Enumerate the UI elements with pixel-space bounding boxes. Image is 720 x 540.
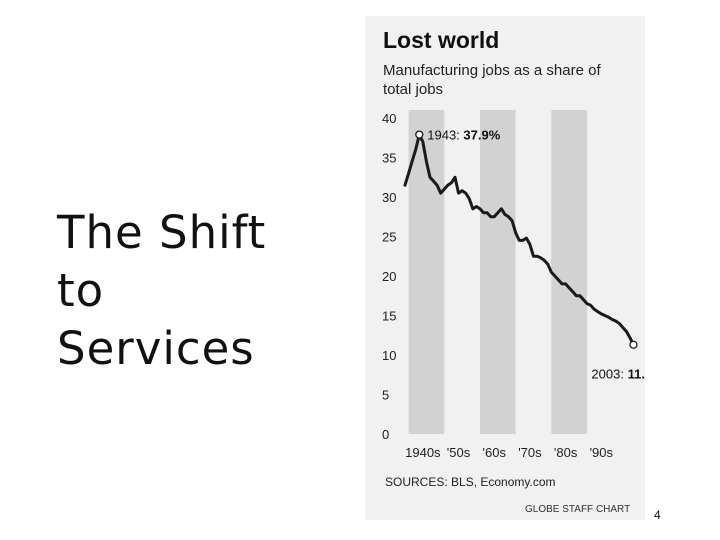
y-tick-label: 15 xyxy=(382,309,396,324)
chart-title: Lost world xyxy=(383,27,499,53)
y-tick-label: 25 xyxy=(382,230,396,245)
y-tick-label: 10 xyxy=(382,348,396,363)
decade-shading xyxy=(408,110,588,434)
chart-subtitle-line-2: total jobs xyxy=(383,81,443,98)
slide-title: The Shift to Services xyxy=(57,204,347,378)
series-line-1 xyxy=(403,133,635,347)
y-tick-label: 20 xyxy=(382,269,396,284)
annotation-label-1: 1943: 37.9% xyxy=(427,128,500,143)
slide-title-line-3: Services xyxy=(57,322,255,375)
x-tick-label: '80s xyxy=(554,445,578,460)
x-tick-label: '50s xyxy=(447,445,471,460)
chart-credit: GLOBE STAFF CHART xyxy=(525,504,630,515)
x-tick-label: '60s xyxy=(483,445,507,460)
decade-shade-3 xyxy=(551,110,588,434)
chart-subtitle-line-1: Manufacturing jobs as a share of xyxy=(383,62,601,79)
y-tick-label: 30 xyxy=(382,190,396,205)
annotation-marker-1 xyxy=(415,130,424,139)
chart-panel: Lost world Manufacturing jobs as a share… xyxy=(365,16,645,520)
decade-shade-2 xyxy=(479,110,516,434)
annotation-marker-2 xyxy=(629,340,638,349)
x-tick-label: '70s xyxy=(518,445,542,460)
x-tick-label: 1940s xyxy=(405,445,441,460)
chart-source: SOURCES: BLS, Economy.com xyxy=(385,475,556,489)
x-axis-ticks: 1940s '50s '60s '70s '80s '90s xyxy=(405,445,613,460)
y-axis-ticks: 0 5 10 15 20 25 30 35 40 xyxy=(382,111,396,442)
y-tick-label: 5 xyxy=(382,388,389,403)
y-tick-label: 40 xyxy=(382,111,396,126)
x-tick-label: '90s xyxy=(590,445,614,460)
chart-svg: Lost world Manufacturing jobs as a share… xyxy=(382,27,645,515)
page-number: 4 xyxy=(654,508,661,522)
series-layer xyxy=(403,133,635,347)
slide-title-line-2: to xyxy=(57,264,105,317)
y-tick-label: 35 xyxy=(382,151,396,166)
annotations-layer: 1943: 37.9% 2003: 11.3% xyxy=(415,128,645,382)
y-tick-label: 0 xyxy=(382,427,389,442)
slide-title-line-1: The Shift xyxy=(57,206,267,259)
annotation-label-2: 2003: 11.3% xyxy=(591,367,645,382)
